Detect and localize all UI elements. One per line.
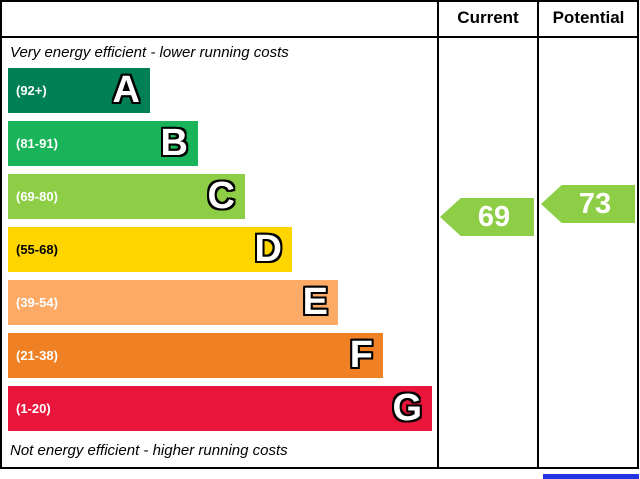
band-bar-c: (69-80) C (8, 174, 245, 219)
bottom-caption: Not energy efficient - higher running co… (10, 442, 288, 459)
potential-column-header: Potential (552, 8, 625, 27)
band-letter: A (112, 69, 140, 111)
band-letter: B (160, 122, 188, 164)
top-caption: Very energy efficient - lower running co… (10, 44, 289, 61)
band-range-label: (55-68) (16, 242, 58, 257)
band-range-label: (39-54) (16, 295, 58, 310)
band-bar-e: (39-54) E (8, 280, 338, 325)
band-letter: C (207, 175, 235, 217)
chart-outer-border (0, 0, 639, 469)
band-range-label: (69-80) (16, 189, 58, 204)
band-letter: D (254, 228, 282, 270)
band-range-label: (81-91) (16, 136, 58, 151)
band-range-label: (92+) (16, 83, 47, 98)
current-rating-value: 69 (477, 200, 511, 233)
band-letter: G (392, 387, 422, 429)
footer-accent-strip (543, 474, 639, 479)
band-bar-a: (92+) A (8, 68, 150, 113)
band-bar-d: (55-68) D (8, 227, 292, 272)
band-bar-b: (81-91) B (8, 121, 198, 166)
band-letter: F (349, 334, 373, 376)
band-bar-g: (1-20) G (8, 386, 432, 431)
current-rating-arrow: 69 (440, 198, 534, 236)
rating-bands: (92+) A (81-91) B (69-80) C (55-68) D (3… (8, 68, 437, 431)
potential-column-divider (537, 0, 539, 469)
current-column-divider (437, 0, 439, 469)
current-column-header: Current (457, 8, 519, 27)
band-range-label: (1-20) (16, 401, 51, 416)
potential-rating-arrow: 73 (541, 185, 635, 223)
potential-rating-value: 73 (578, 187, 612, 220)
band-range-label: (21-38) (16, 348, 58, 363)
header-divider-line (0, 36, 639, 38)
band-letter: E (302, 281, 328, 323)
band-bar-f: (21-38) F (8, 333, 383, 378)
